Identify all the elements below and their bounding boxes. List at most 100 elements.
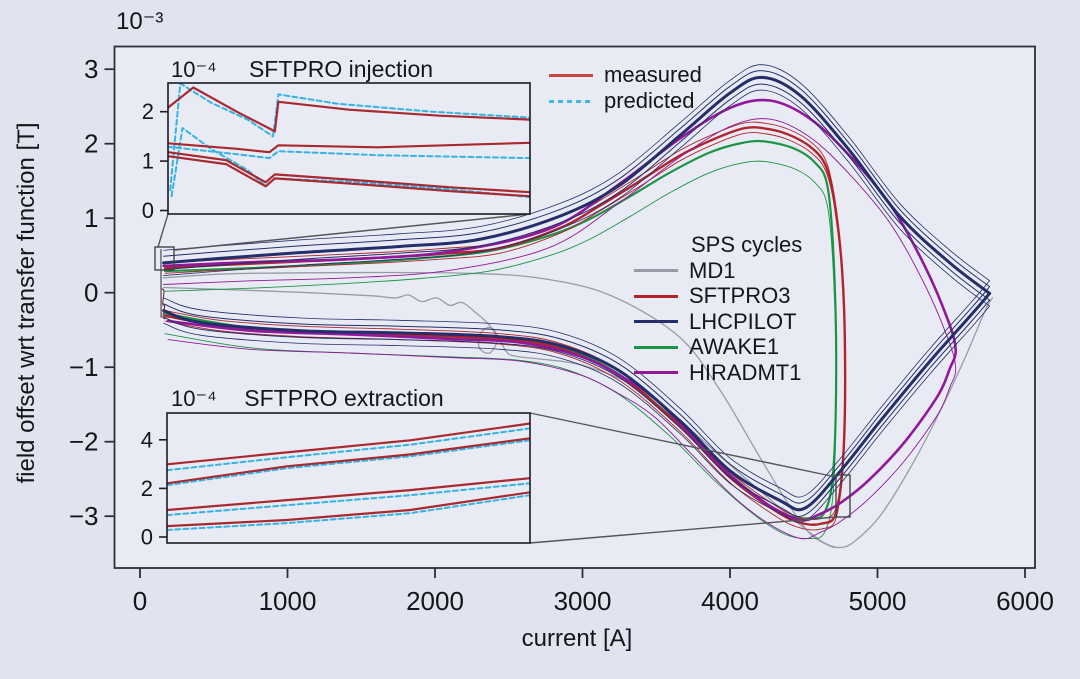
inset-y-tick-label: 2 <box>142 99 154 124</box>
plot-frame <box>113 45 1036 569</box>
chart-graphics: 0 1 2 0 2 4 0 1000 2000 3000 4000 5000 6000 3 2 1 0 −1 −2 −… <box>69 45 1054 616</box>
y-axis-tick-label: −2 <box>69 427 99 457</box>
curve-hiradmt1 <box>162 98 958 522</box>
curve-lhcpilot <box>163 280 990 498</box>
inset-y-tick-label: 2 <box>141 476 153 501</box>
main-series-group <box>160 64 994 549</box>
legend-sps-cycles-rows: MD1 SFTPRO3 LHCPILOT AWAKE1 HIRADMT1 <box>634 258 802 386</box>
legend-cycle-label: MD1 <box>689 257 736 283</box>
zoom-connector-line <box>157 213 169 248</box>
zoom-source-box-injection <box>154 246 175 271</box>
inset-curve-measured <box>167 477 530 512</box>
legend-cycle-label: SFTPRO3 <box>689 283 791 309</box>
curve-lhcpilot <box>163 64 990 282</box>
legend-cycle-swatch-icon <box>634 269 678 273</box>
legend-measurement-item: predicted <box>549 88 702 114</box>
curve-lhcpilot <box>162 75 992 295</box>
inset-y-tick-label: 0 <box>141 525 153 550</box>
x-axis-tick-label: 5000 <box>849 586 907 616</box>
zoom-connectors <box>154 213 851 544</box>
curve-lhcpilot <box>163 70 991 288</box>
x-axis-label: current [A] <box>522 625 633 652</box>
inset-extraction-scale-exponent: 10⁻⁴ <box>171 386 217 411</box>
curve-lhcpilot <box>163 305 990 523</box>
x-axis-tick-label: 1000 <box>259 586 317 616</box>
legend-measurement-swatch-icon <box>549 73 593 77</box>
zoom-source-box-extraction <box>835 474 851 518</box>
legend-cycle-swatch-icon <box>634 294 678 298</box>
legend-cycle-swatch-icon <box>634 371 678 375</box>
inset-series-group <box>167 422 530 531</box>
inset-curve-predicted <box>170 127 530 199</box>
legend-cycle-swatch-icon <box>634 345 678 349</box>
inset-curve-measured <box>167 491 530 528</box>
legend-measurement-item: measured <box>549 62 702 88</box>
curve-lhcpilot <box>162 291 992 512</box>
inset-series-group <box>168 83 530 199</box>
legend-sps-cycles: SPS cycles MD1 SFTPRO3 LHCPILOT AWAKE1 HIRAD… <box>634 232 802 386</box>
curve-awake1 <box>164 160 837 540</box>
inset-curve-measured <box>167 437 530 485</box>
inset-curve-measured <box>168 151 530 194</box>
y-axis-label: field offset wrt transfer function [T] <box>13 122 40 483</box>
y-axis-scale-exponent: 10⁻³ <box>116 8 163 35</box>
y-axis-tick-label: 3 <box>84 54 98 84</box>
legend-measurement-label: measured <box>604 62 702 87</box>
legend-cycle-item: LHCPILOT <box>634 309 802 335</box>
curve-sftpro3 <box>164 132 846 531</box>
legend-measurement-label: predicted <box>604 88 695 113</box>
inset-curve-measured <box>168 86 530 133</box>
curve-lhcpilot <box>163 286 991 504</box>
curve-start-transient-red <box>161 288 166 320</box>
curve-sftpro3 <box>163 126 847 526</box>
inset-curve-predicted <box>167 427 530 472</box>
inset-curve-predicted <box>167 482 530 517</box>
legend-cycle-label: AWAKE1 <box>689 334 780 360</box>
inset-curve-predicted <box>167 439 530 487</box>
legend-cycle-item: AWAKE1 <box>634 334 802 361</box>
curve-md1 <box>162 286 994 549</box>
legend-cycle-label: LHCPILOT <box>689 308 797 334</box>
inset-extraction-title: SFTPRO extraction <box>244 385 443 411</box>
inset-area <box>167 413 530 543</box>
curve-hiradmt1 <box>163 118 957 540</box>
inset-y-tick-label: 0 <box>142 198 154 223</box>
inset-frame <box>166 412 531 544</box>
legend-cycle-item: MD1 <box>634 258 802 284</box>
y-axis-tick-label: 0 <box>84 278 98 308</box>
inset-curve-measured <box>167 422 530 466</box>
x-axis-tick-label: 4000 <box>701 586 759 616</box>
curve-lhcpilot <box>163 89 990 307</box>
legend-measurement: measured predicted <box>549 62 702 114</box>
legend-sps-cycles-title: SPS cycles <box>691 232 803 257</box>
x-axis-tick-label: 2000 <box>406 586 464 616</box>
inset-y-tick-label: 4 <box>141 427 153 452</box>
inset-injection-title: SFTPRO injection <box>249 56 433 82</box>
y-axis-tick-label: −1 <box>69 352 99 382</box>
inset-y-tick-label: 1 <box>142 149 154 174</box>
zoom-connector-line <box>174 213 531 251</box>
legend-measurement-swatch-icon <box>549 99 593 103</box>
curve-lhcpilot <box>163 83 991 301</box>
y-axis-tick-label: 2 <box>84 129 98 159</box>
inset-frame <box>167 82 531 215</box>
zoom-connector-line <box>529 516 837 544</box>
inset-curve-predicted <box>167 494 530 531</box>
inset-curve-measured <box>168 141 530 154</box>
legend-cycle-item: SFTPRO3 <box>634 283 802 310</box>
y-axis-tick-label: −3 <box>69 501 99 531</box>
inset-curve-predicted <box>168 145 530 160</box>
legend-cycle-swatch-icon <box>634 320 678 324</box>
x-axis-tick-label: 6000 <box>996 586 1054 616</box>
curve-lhcpilot <box>163 299 991 518</box>
legend-cycle-label: HIRADMT1 <box>689 359 802 385</box>
x-axis-tick-label: 0 <box>133 586 147 616</box>
inset-injection-scale-exponent: 10⁻⁴ <box>171 57 217 82</box>
y-axis-tick-label: 1 <box>84 203 98 233</box>
inset-curve-measured <box>168 155 530 198</box>
legend-cycle-item: HIRADMT1 <box>634 360 802 386</box>
x-axis-tick-label: 3000 <box>554 586 612 616</box>
zoom-connector-line <box>529 412 837 478</box>
